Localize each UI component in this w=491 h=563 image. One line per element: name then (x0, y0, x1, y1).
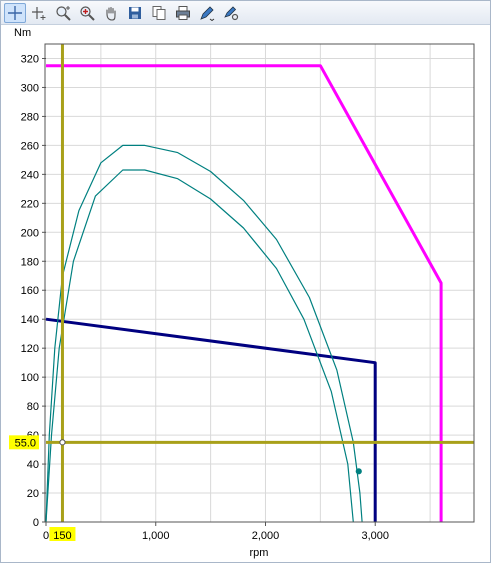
x-tick-label: 2,000 (252, 530, 280, 542)
y-tick-label: 180 (21, 256, 39, 268)
y-tick-label: 220 (21, 198, 39, 210)
pen-button[interactable] (196, 3, 218, 23)
y-tick-label: 120 (21, 343, 39, 355)
pen-icon (200, 5, 215, 21)
pen-settings-button[interactable] (220, 3, 242, 23)
zoom-icon (80, 5, 95, 21)
y-tick-label: 280 (21, 111, 39, 123)
y-tick-label: 20 (27, 488, 39, 500)
y-tick-label: 80 (27, 401, 39, 413)
y-tick-label: 260 (21, 140, 39, 152)
torque-speed-chart[interactable]: Nm rpm 020406080100120140160180200220240… (0, 26, 491, 562)
copy-button[interactable] (148, 3, 170, 23)
data-marker (355, 468, 362, 475)
x-tick-label: 3,000 (361, 530, 389, 542)
y-tick-label: 0 (33, 517, 39, 529)
hand-button[interactable] (100, 3, 122, 23)
hand-icon (106, 6, 116, 21)
y-axis-unit-label: Nm (14, 27, 31, 39)
toolbar (1, 1, 490, 25)
y-tick-label: 40 (27, 459, 39, 471)
save-button[interactable] (124, 3, 146, 23)
cursor-x-label: 150 (53, 530, 71, 542)
data-marker (59, 439, 66, 446)
x-axis-unit-label: rpm (250, 547, 269, 559)
zoom-fit-icon (56, 5, 71, 21)
y-tick-label: 240 (21, 169, 39, 181)
y-tick-label: 300 (21, 82, 39, 94)
y-tick-label: 200 (21, 227, 39, 239)
series-line-2 (45, 317, 377, 522)
cursor-y-label: 55.0 (15, 437, 36, 449)
pan-crosshair-button[interactable] (28, 3, 50, 23)
plot-frame (44, 43, 475, 523)
pan-crosshair-icon (32, 6, 46, 20)
copy-icon (152, 5, 166, 20)
print-icon (176, 5, 190, 20)
zoom-fit-button[interactable] (52, 3, 74, 23)
y-tick-label: 100 (21, 372, 39, 384)
y-tick-label: 320 (21, 53, 39, 65)
y-tick-label: 160 (21, 285, 39, 297)
save-icon (129, 6, 141, 19)
pen-settings-icon (224, 5, 239, 20)
x-tick-label: 1,000 (142, 530, 170, 542)
print-button[interactable] (172, 3, 194, 23)
crosshair-tool-button[interactable] (4, 2, 26, 23)
y-tick-label: 140 (21, 314, 39, 326)
series-line-1 (46, 64, 443, 522)
series-line-4 (45, 169, 354, 523)
cursor-x-label-bg (49, 527, 76, 541)
x-tick-label: 0 (43, 530, 49, 542)
series-line-3 (45, 144, 363, 523)
cursor-y-label-bg (9, 435, 39, 450)
zoom-button[interactable] (76, 3, 98, 23)
crosshair-tool-icon (8, 5, 22, 20)
